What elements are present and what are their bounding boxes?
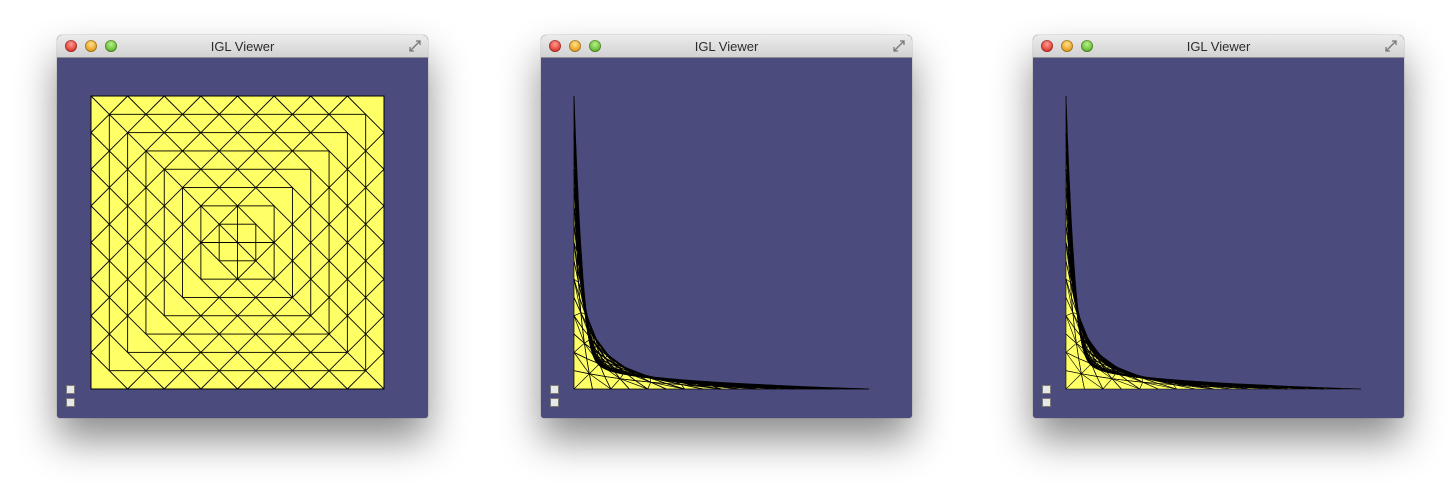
viewer-window-1: IGL Viewer (57, 35, 428, 418)
fullscreen-arrows-icon[interactable] (408, 39, 422, 53)
help-icon[interactable] (66, 398, 75, 407)
help-icon[interactable] (1042, 398, 1051, 407)
mesh-original (90, 95, 385, 390)
fullscreen-arrows-icon[interactable] (892, 39, 906, 53)
viewer-window-2: IGL Viewer (541, 35, 912, 418)
mesh-deformed-coarse (573, 95, 870, 390)
close-button[interactable] (65, 40, 77, 52)
help-icon[interactable] (550, 398, 559, 407)
title-bar[interactable]: IGL Viewer (57, 35, 428, 58)
window-title: IGL Viewer (210, 39, 275, 54)
title-bar[interactable]: IGL Viewer (541, 35, 912, 58)
zoom-button[interactable] (1081, 40, 1093, 52)
fullscreen-arrows-icon[interactable] (1384, 39, 1398, 53)
mesh-faces (574, 96, 869, 389)
window-title: IGL Viewer (694, 39, 759, 54)
minimize-button[interactable] (85, 40, 97, 52)
minimize-button[interactable] (1061, 40, 1073, 52)
title-bar[interactable]: IGL Viewer (1033, 35, 1404, 58)
minimize-button[interactable] (569, 40, 581, 52)
window-title: IGL Viewer (1186, 39, 1251, 54)
mesh-deformed-fine (1065, 95, 1362, 390)
viewport-canvas[interactable] (1033, 58, 1404, 418)
zoom-button[interactable] (589, 40, 601, 52)
image-icon[interactable] (66, 385, 75, 394)
mesh-faces (1066, 96, 1361, 389)
viewport-canvas[interactable] (57, 58, 428, 418)
close-button[interactable] (549, 40, 561, 52)
image-icon[interactable] (1042, 385, 1051, 394)
viewer-window-3: IGL Viewer (1033, 35, 1404, 418)
image-icon[interactable] (550, 385, 559, 394)
viewport-canvas[interactable] (541, 58, 912, 418)
close-button[interactable] (1041, 40, 1053, 52)
zoom-button[interactable] (105, 40, 117, 52)
